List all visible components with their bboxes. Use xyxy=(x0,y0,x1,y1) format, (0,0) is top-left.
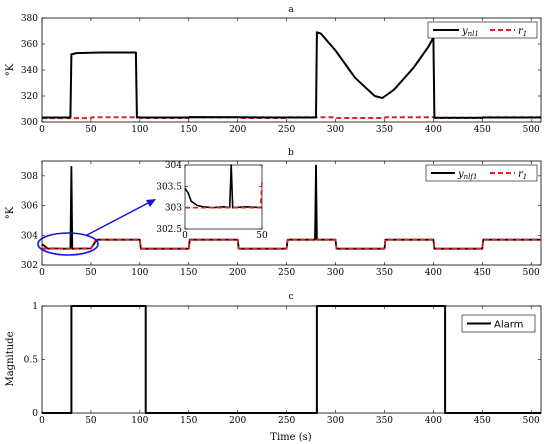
inset-series-r1 xyxy=(185,182,263,209)
panel-a: a 0 50 100 150 200 250 300 350 400 450 500 300 320 34… xyxy=(5,5,542,135)
panel-c-ytick-label: 0.5 xyxy=(24,356,39,366)
panel-a-series-ynl1 xyxy=(42,31,541,119)
panel-b-legend-box xyxy=(425,164,538,182)
zoom-highlight-ellipse xyxy=(37,232,99,256)
panel-b-xtick-label: 400 xyxy=(425,268,442,278)
panel-c-xtick-label: 0 xyxy=(39,416,45,426)
panel-c-axes-box xyxy=(41,305,542,414)
panel-c-series-alarm xyxy=(42,305,541,414)
panel-a-xtick-label: 150 xyxy=(180,125,197,135)
inset-ytick-label: 302.5 xyxy=(156,225,182,235)
inset-ytick-label: 304 xyxy=(165,161,182,171)
panel-b-inset: 0 50 302.5 303 303.5 304 xyxy=(156,161,268,241)
panel-b-label: b xyxy=(288,148,294,158)
panel-c-xtick-label: 400 xyxy=(425,416,442,426)
panel-c-xtick-label: 250 xyxy=(278,416,295,426)
panel-a-xtick-label: 300 xyxy=(327,125,344,135)
panel-b-xtick-label: 100 xyxy=(131,268,148,278)
legend-a-label-ynl1: ynl1 xyxy=(461,26,479,38)
legend-b-label-ynlf1: ynlf1 xyxy=(457,169,477,181)
panel-b-xtick-label: 0 xyxy=(39,268,45,278)
panel-c-xlabel: Time (s) xyxy=(270,432,311,443)
inset-ticks: 0 50 302.5 303 303.5 304 xyxy=(156,161,268,241)
panel-b-ytick-label: 308 xyxy=(21,172,38,182)
legend-c-label-alarm: Alarm xyxy=(494,320,523,331)
panel-c-label: c xyxy=(288,292,293,302)
panel-b-ticks: 0 50 100 150 200 250 300 350 400 450 5003023043063… xyxy=(21,161,541,278)
panel-c-xtick-label: 500 xyxy=(523,416,540,426)
panel-a-xtick-label: 0 xyxy=(39,125,45,135)
panel-c-xtick-label: 150 xyxy=(180,416,197,426)
panel-c-ylabel: Magnitude xyxy=(5,331,16,386)
inset-xtick-label: 50 xyxy=(256,231,268,241)
panel-a-xtick-label: 500 xyxy=(523,125,540,135)
panel-c-xtick-label: 450 xyxy=(474,416,491,426)
panel-a-legend-box xyxy=(427,21,538,39)
panel-b-xtick-label: 250 xyxy=(278,268,295,278)
panel-a-xtick-label: 450 xyxy=(474,125,491,135)
inset-xtick-label: 0 xyxy=(182,231,188,241)
panel-a-xtick-label: 100 xyxy=(131,125,148,135)
panel-b-xtick-label: 300 xyxy=(327,268,344,278)
panel-c-ytick-label: 1 xyxy=(32,302,38,312)
panel-a-xtick-label: 350 xyxy=(376,125,393,135)
zoom-arrow-line xyxy=(86,201,151,236)
panel-a-legend: ynl1 r1 xyxy=(427,21,538,39)
panel-c-plot-area xyxy=(42,305,541,414)
panel-a-label: a xyxy=(288,5,294,15)
zoom-arrow-head xyxy=(146,199,156,207)
panel-a-ytick-label: 380 xyxy=(21,14,38,24)
panel-a-xtick-label: 200 xyxy=(229,125,246,135)
panel-a-plot-area xyxy=(42,31,541,120)
panel-c-legend: Alarm xyxy=(461,314,536,333)
inset-ytick-label: 303 xyxy=(165,204,182,214)
panel-b-legend: ynlf1 r1 xyxy=(425,164,538,182)
panel-a-ytick-label: 320 xyxy=(21,92,38,102)
panel-a-xtick-label: 400 xyxy=(425,125,442,135)
panel-c-xtick-label: 100 xyxy=(131,416,148,426)
panel-b: b 0 50 100 150 200 250 300 350 400 450 50030230430… xyxy=(5,148,542,278)
panel-c-xtick-label: 350 xyxy=(376,416,393,426)
panel-b-ytick-label: 302 xyxy=(21,261,38,271)
panel-c-ytick-label: 0 xyxy=(32,409,38,419)
inset-axes-box xyxy=(184,164,263,230)
legend-b-label-r1: r1 xyxy=(518,169,527,181)
legend-a-label-r1: r1 xyxy=(518,26,527,38)
panel-b-ylabel: °K xyxy=(5,206,16,219)
panel-a-ytick-label: 340 xyxy=(21,66,38,76)
inset-plot-area xyxy=(184,164,263,209)
panel-a-ytick-label: 300 xyxy=(21,118,38,128)
panel-b-series-r1 xyxy=(42,238,541,250)
panel-a-ylabel: °K xyxy=(5,63,16,76)
panel-a-xtick-label: 250 xyxy=(278,125,295,135)
panel-c-xtick-label: 300 xyxy=(327,416,344,426)
panel-c-xtick-label: 50 xyxy=(85,416,97,426)
panel-b-xtick-label: 50 xyxy=(85,268,97,278)
panel-c: c 0 50 100 150 200 250 300 350 400 450 500 0 0.5 1 Ma… xyxy=(5,292,542,443)
panel-a-ytick-label: 360 xyxy=(21,40,38,50)
panel-b-xtick-label: 200 xyxy=(229,268,246,278)
panel-b-plot-area xyxy=(41,164,541,250)
panel-b-xtick-label: 150 xyxy=(180,268,197,278)
panel-c-xtick-label: 200 xyxy=(229,416,246,426)
inset-ytick-label: 303.5 xyxy=(156,182,182,192)
panel-a-ticks: 0 50 100 150 200 250 300 350 400 450 500 300 320 340 3… xyxy=(21,14,541,135)
panel-b-ytick-label: 306 xyxy=(21,202,38,212)
panel-a-xtick-label: 50 xyxy=(85,125,97,135)
panel-b-xtick-label: 450 xyxy=(474,268,491,278)
panel-c-legend-box xyxy=(461,314,536,333)
panel-b-xtick-label: 350 xyxy=(376,268,393,278)
panel-b-ytick-label: 304 xyxy=(21,231,38,241)
panel-b-xtick-label: 500 xyxy=(523,268,540,278)
